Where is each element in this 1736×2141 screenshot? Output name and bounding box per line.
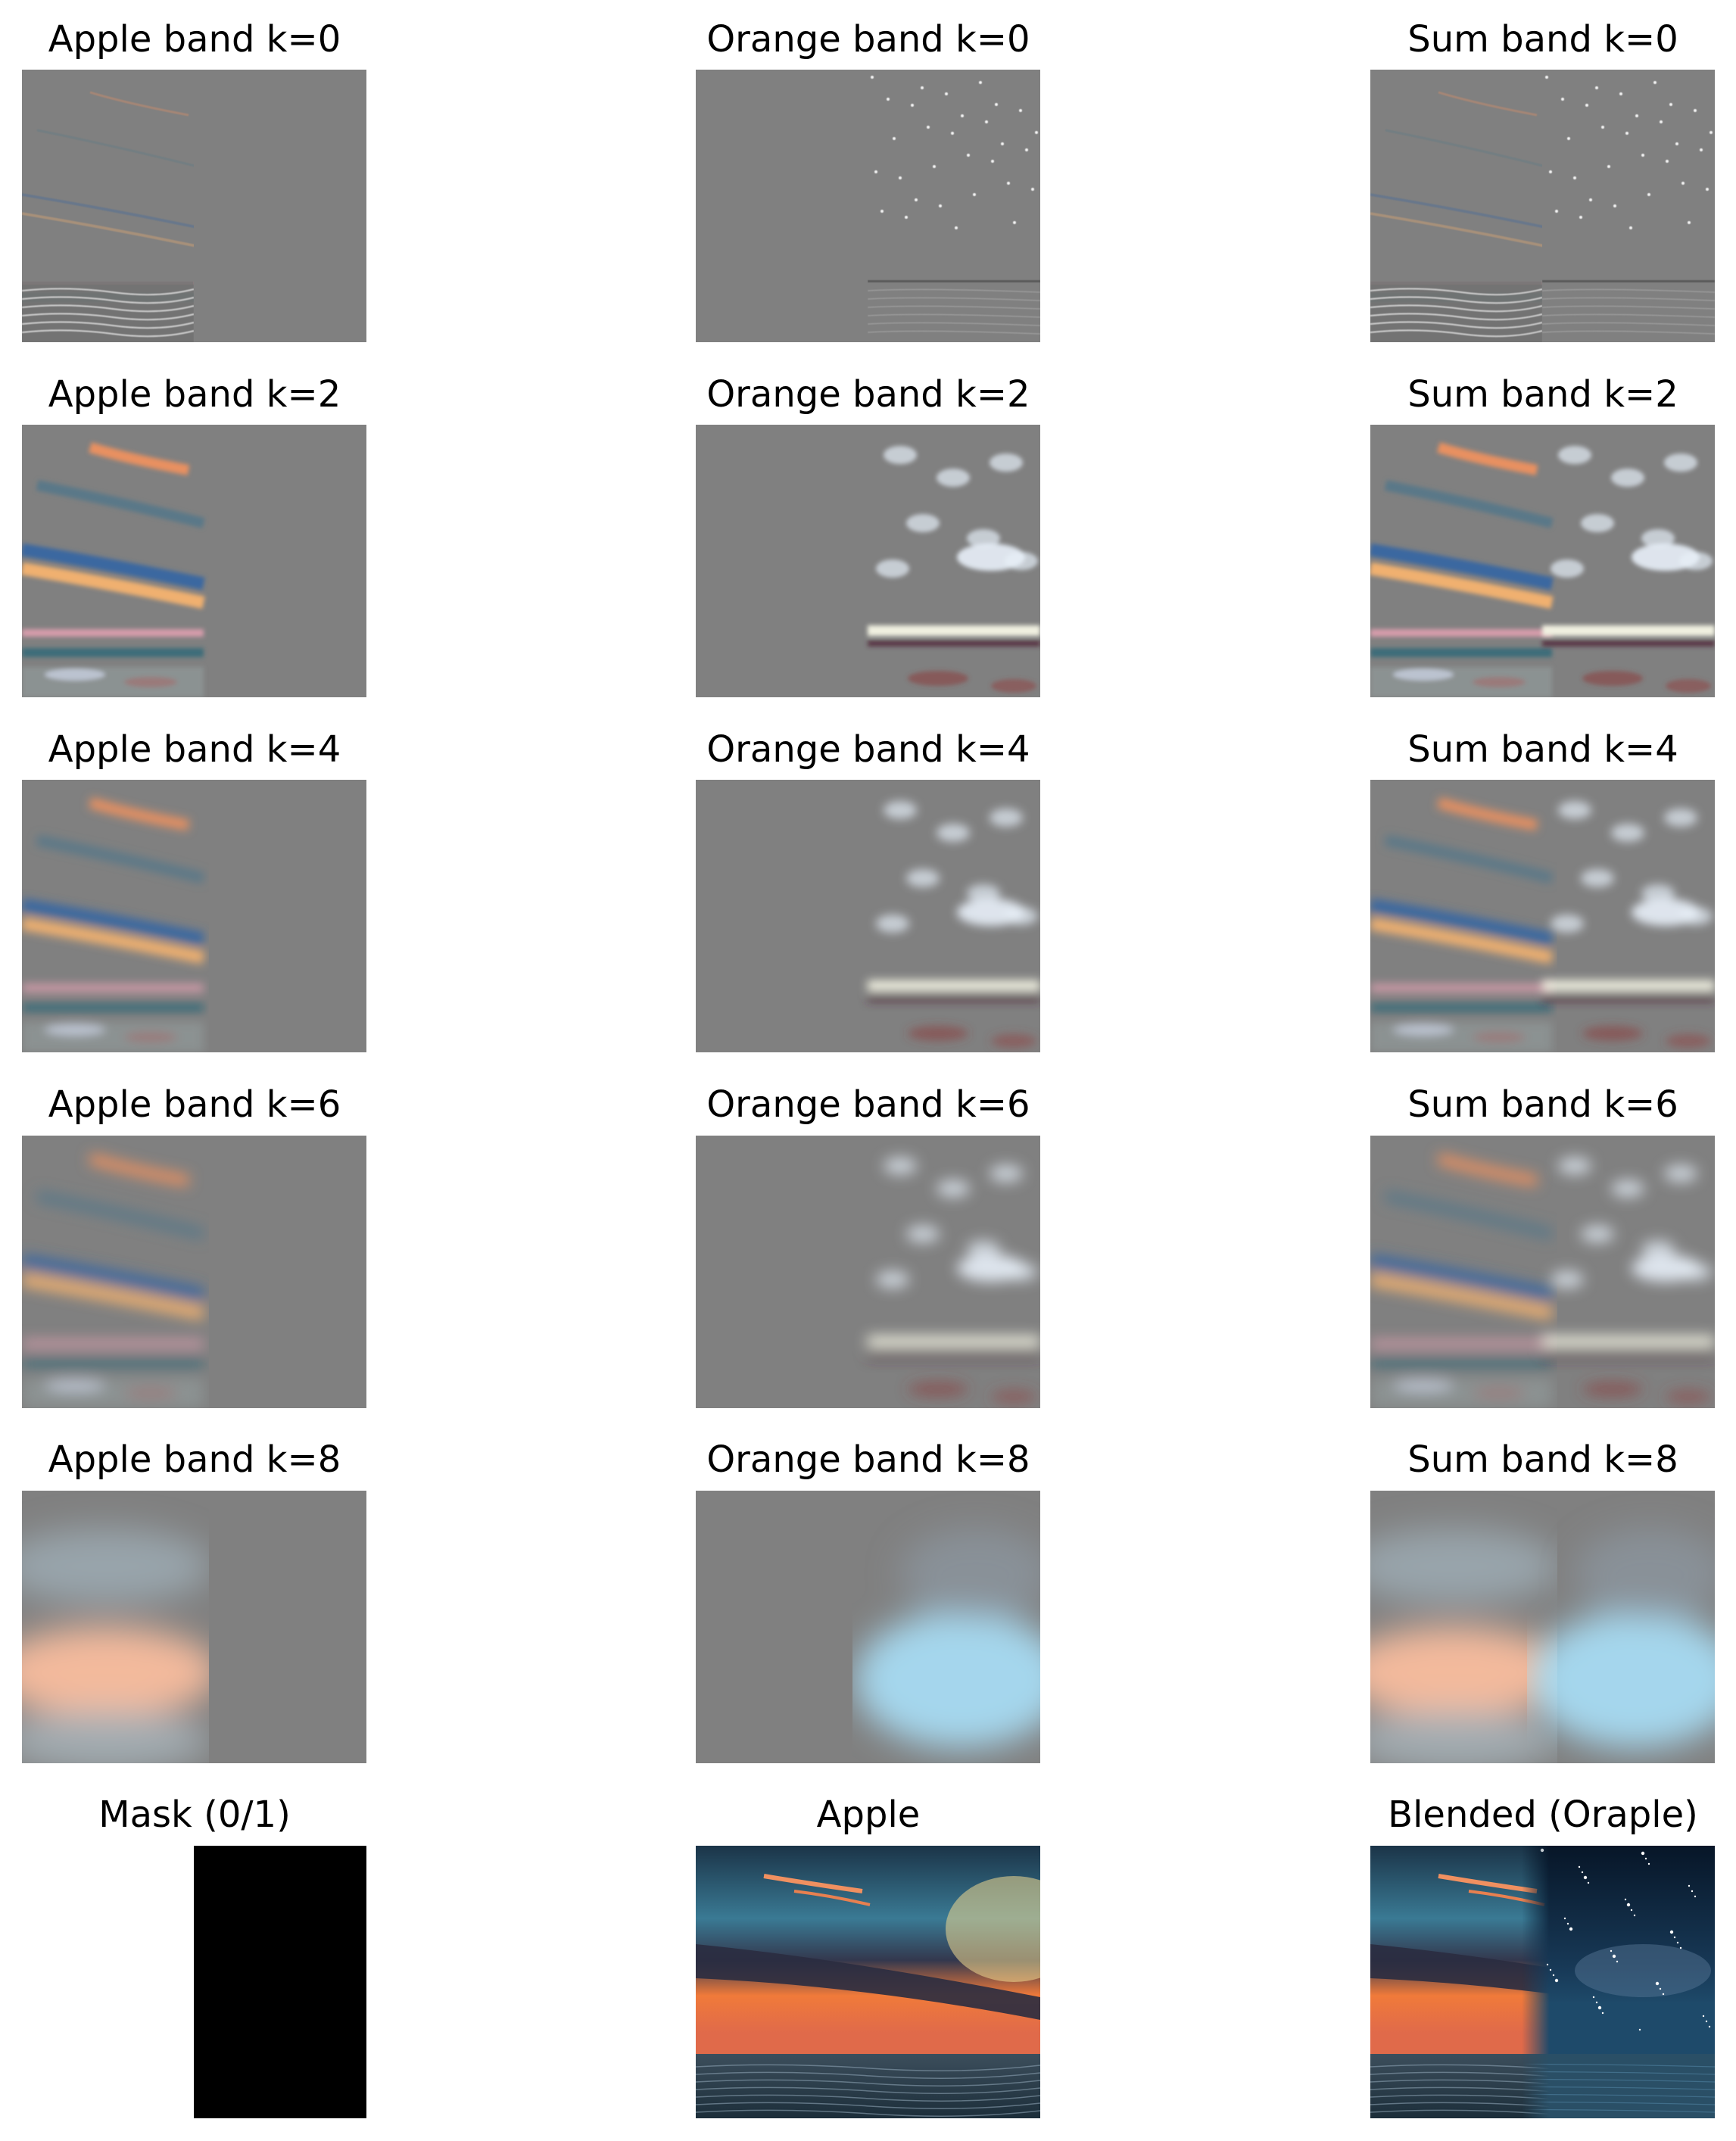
panel-title: Mask (0/1) [98,1794,291,1836]
orange-band-k2-image [696,425,1040,697]
panel-title: Orange band k=8 [706,1438,1030,1481]
apple-band-k2-image [22,425,366,697]
panel-title: Sum band k=6 [1407,1083,1678,1126]
orange-band-k0-image [696,70,1040,342]
panel-graphic [696,1491,1040,1763]
panel-title: Apple band k=2 [48,373,341,416]
panel-title: Sum band k=8 [1407,1438,1678,1481]
apple-band-k4-image [22,780,366,1052]
mask-image [22,1846,366,2118]
panel-title: Apple [816,1794,921,1836]
panel-graphic [22,780,366,1052]
apple-band-k6-image [22,1136,366,1408]
panel-title: Apple band k=4 [48,728,341,771]
panel-graphic [22,425,366,697]
panel-graphic [22,70,366,342]
sum-band-k8-image [1370,1491,1715,1763]
panel-graphic [1370,1136,1715,1408]
panel-title: Orange band k=4 [706,728,1030,771]
panel-title: Apple band k=0 [48,18,341,61]
panel-title: Blended (Oraple) [1388,1794,1698,1836]
panel-title: Sum band k=2 [1407,373,1678,416]
panel-graphic [696,780,1040,1052]
panel-graphic [1370,1846,1715,2118]
panel-graphic [1370,1491,1715,1763]
apple-band-k8-image [22,1491,366,1763]
panel-graphic [696,70,1040,342]
panel-title: Orange band k=0 [706,18,1030,61]
panel-title: Sum band k=4 [1407,728,1678,771]
sum-band-k6-image [1370,1136,1715,1408]
orange-band-k8-image [696,1491,1040,1763]
panel-graphic [1370,425,1715,697]
panel-title: Orange band k=2 [706,373,1030,416]
orange-band-k4-image [696,780,1040,1052]
sum-band-k4-image [1370,780,1715,1052]
panel-graphic [22,1846,366,2118]
panel-graphic [1370,780,1715,1052]
panel-graphic [22,1491,366,1763]
panel-title: Apple band k=8 [48,1438,341,1481]
apple-band-k0-image [22,70,366,342]
sum-band-k2-image [1370,425,1715,697]
panel-graphic [696,425,1040,697]
panel-graphic [696,1136,1040,1408]
panel-title: Sum band k=0 [1407,18,1678,61]
orange-band-k6-image [696,1136,1040,1408]
panel-graphic [1370,70,1715,342]
apple-image [696,1846,1040,2118]
panel-graphic [696,1846,1040,2118]
panel-graphic [22,1136,366,1408]
panel-title: Apple band k=6 [48,1083,341,1126]
panel-title: Orange band k=6 [706,1083,1030,1126]
sum-band-k0-image [1370,70,1715,342]
blended-image [1370,1846,1715,2118]
